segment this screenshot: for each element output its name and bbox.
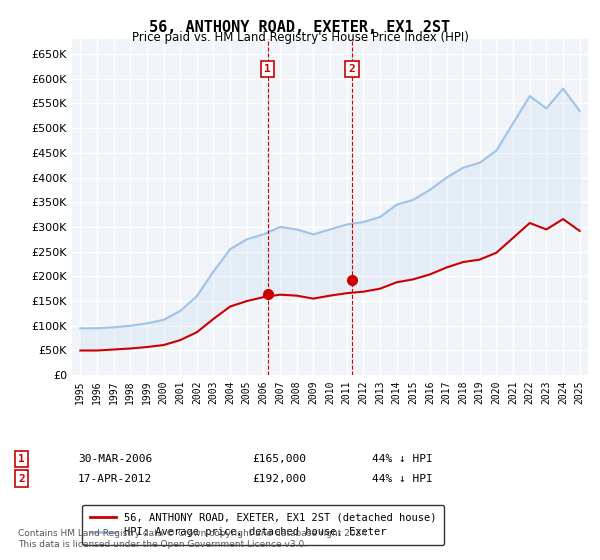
- Text: Contains HM Land Registry data © Crown copyright and database right 2024.
This d: Contains HM Land Registry data © Crown c…: [18, 529, 370, 549]
- Text: 44% ↓ HPI: 44% ↓ HPI: [372, 474, 433, 484]
- Text: £192,000: £192,000: [252, 474, 306, 484]
- Text: £165,000: £165,000: [252, 454, 306, 464]
- Text: 44% ↓ HPI: 44% ↓ HPI: [372, 454, 433, 464]
- Text: 2: 2: [349, 64, 356, 74]
- Legend: 56, ANTHONY ROAD, EXETER, EX1 2ST (detached house), HPI: Average price, detached: 56, ANTHONY ROAD, EXETER, EX1 2ST (detac…: [82, 505, 444, 545]
- Text: 2: 2: [18, 474, 25, 484]
- Text: 1: 1: [264, 64, 271, 74]
- Text: 56, ANTHONY ROAD, EXETER, EX1 2ST: 56, ANTHONY ROAD, EXETER, EX1 2ST: [149, 20, 451, 35]
- Text: 30-MAR-2006: 30-MAR-2006: [78, 454, 152, 464]
- Text: 17-APR-2012: 17-APR-2012: [78, 474, 152, 484]
- Text: 1: 1: [18, 454, 25, 464]
- Text: Price paid vs. HM Land Registry's House Price Index (HPI): Price paid vs. HM Land Registry's House …: [131, 31, 469, 44]
